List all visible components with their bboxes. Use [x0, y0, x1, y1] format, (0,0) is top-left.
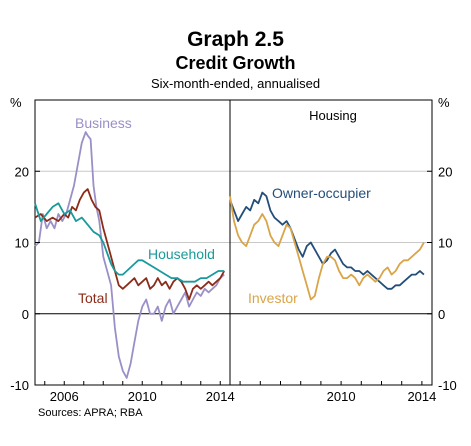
- series-owner-occupier: [229, 191, 425, 290]
- series-lines: [34, 131, 425, 379]
- xtick-label-left: 2006: [50, 389, 79, 404]
- series-label-household: Household: [148, 246, 215, 262]
- xtick-label-right: 2014: [407, 389, 436, 404]
- panel-title-housing: Housing: [309, 108, 357, 123]
- series-business: [34, 131, 225, 379]
- ytick-label-right: 10: [438, 236, 452, 251]
- series-total: [34, 188, 225, 301]
- chart-title: Graph 2.5: [187, 28, 284, 51]
- ytick-label-right: 0: [438, 307, 445, 322]
- y-unit-left: %: [10, 95, 22, 110]
- series-investor: [229, 196, 425, 301]
- xtick-label-left: 2010: [128, 389, 157, 404]
- series-label-owner-occupier: Owner-occupier: [272, 185, 371, 201]
- y-unit-right: %: [438, 95, 450, 110]
- chart-note: Six-month-ended, annualised: [150, 76, 321, 91]
- chart-source: Sources: APRA; RBA: [38, 407, 143, 419]
- ytick-label-left: 10: [15, 236, 29, 251]
- tick-labels: 20 2010 100 0-10 -10% %2006 2010 2014 2010 2014Ho…: [10, 95, 457, 404]
- xtick-label-right: 2010: [327, 389, 356, 404]
- series-household: [34, 202, 225, 283]
- series-label-total: Total: [78, 290, 108, 306]
- chart-subtitle: Credit Growth: [175, 53, 296, 73]
- ytick-label-left: -10: [10, 378, 29, 393]
- ytick-label-right: 20: [438, 164, 452, 179]
- ytick-label-left: 20: [15, 164, 29, 179]
- xtick-label-left: 2014: [206, 389, 235, 404]
- ytick-label-left: 0: [22, 307, 29, 322]
- ytick-label-right: -10: [438, 378, 457, 393]
- series-label-investor: Investor: [248, 290, 298, 306]
- series-label-business: Business: [75, 115, 132, 131]
